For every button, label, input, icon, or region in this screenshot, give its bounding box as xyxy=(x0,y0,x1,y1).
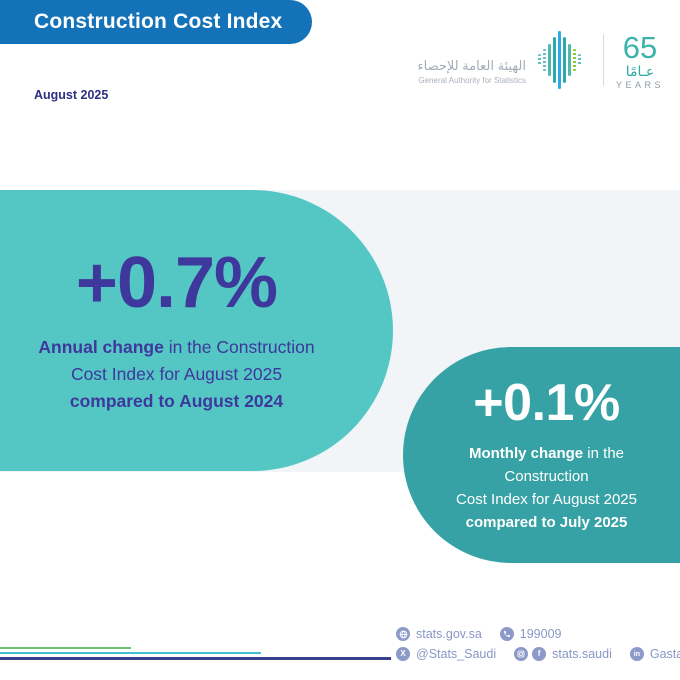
phone-icon xyxy=(499,627,514,641)
instagram-icon xyxy=(514,647,529,661)
contact-info: stats.gov.sa 199009 X @Stats_Saudi xyxy=(396,627,680,667)
annual-change-description: Annual change in the Construction Cost I… xyxy=(38,337,315,411)
anniversary-65-years: 65 عـامًا YEARS xyxy=(615,29,664,90)
anniversary-years-label: YEARS xyxy=(615,79,664,90)
footer-stripe-cyan xyxy=(0,652,261,654)
monthly-change-label: Monthly change xyxy=(468,445,584,462)
monthly-change-comparison: compared to July 2025 xyxy=(465,514,628,531)
phone-label: 199009 xyxy=(519,627,562,641)
monthly-change-value: +0.1% xyxy=(473,374,620,432)
annual-change-card: +0.7% Annual change in the Construction … xyxy=(0,190,393,471)
facebook-icon: f xyxy=(532,647,547,661)
phone-contact: 199009 xyxy=(499,627,562,641)
report-period: August 2025 xyxy=(34,88,109,102)
anniversary-number: 65 xyxy=(622,29,658,65)
monthly-change-line2: Cost Index for August 2025 xyxy=(456,491,637,508)
footer-stripe-green xyxy=(0,647,131,649)
anniversary-arabic: عـامًا xyxy=(625,62,655,79)
annual-change-label: Annual change xyxy=(38,337,164,357)
annual-change-line2: Cost Index for August 2025 xyxy=(70,364,283,384)
contact-row-2: X @Stats_Saudi f stats.saudi in Gastat xyxy=(396,647,680,661)
x-icon: X xyxy=(396,647,410,661)
authority-name-arabic: الهيئة العامة للإحصاء xyxy=(417,57,526,73)
annual-change-comparison: compared to August 2024 xyxy=(69,391,284,411)
authority-name-english: General Authority for Statistics xyxy=(418,75,526,85)
website-contact: stats.gov.sa xyxy=(396,627,482,641)
page-title: Construction Cost Index xyxy=(34,10,283,33)
linkedin-handle-label: Gastat xyxy=(649,647,680,661)
linkedin-icon: in xyxy=(629,647,644,661)
website-label: stats.gov.sa xyxy=(416,627,482,641)
contact-row-1: stats.gov.sa 199009 xyxy=(396,627,680,641)
gastat-logo-icon xyxy=(537,28,581,92)
monthly-change-card: +0.1% Monthly change in the Construction… xyxy=(403,347,680,563)
footer-stripe-navy xyxy=(0,657,391,660)
linkedin-contact: in Gastat xyxy=(629,647,680,661)
authority-name: الهيئة العامة للإحصاء General Authority … xyxy=(418,58,526,85)
x-handle-label: @Stats_Saudi xyxy=(416,647,497,661)
gastat-brand: الهيئة العامة للإحصاء General Authority … xyxy=(418,28,664,92)
logo-divider xyxy=(602,34,604,86)
globe-icon xyxy=(396,627,410,641)
social-handle-label: stats.saudi xyxy=(552,647,612,661)
x-contact: X @Stats_Saudi xyxy=(396,647,496,661)
title-bar: Construction Cost Index xyxy=(0,0,312,44)
social-contact: f stats.saudi xyxy=(514,647,612,661)
annual-change-value: +0.7% xyxy=(75,243,278,323)
monthly-change-description: Monthly change in the Construction Cost … xyxy=(456,445,637,531)
